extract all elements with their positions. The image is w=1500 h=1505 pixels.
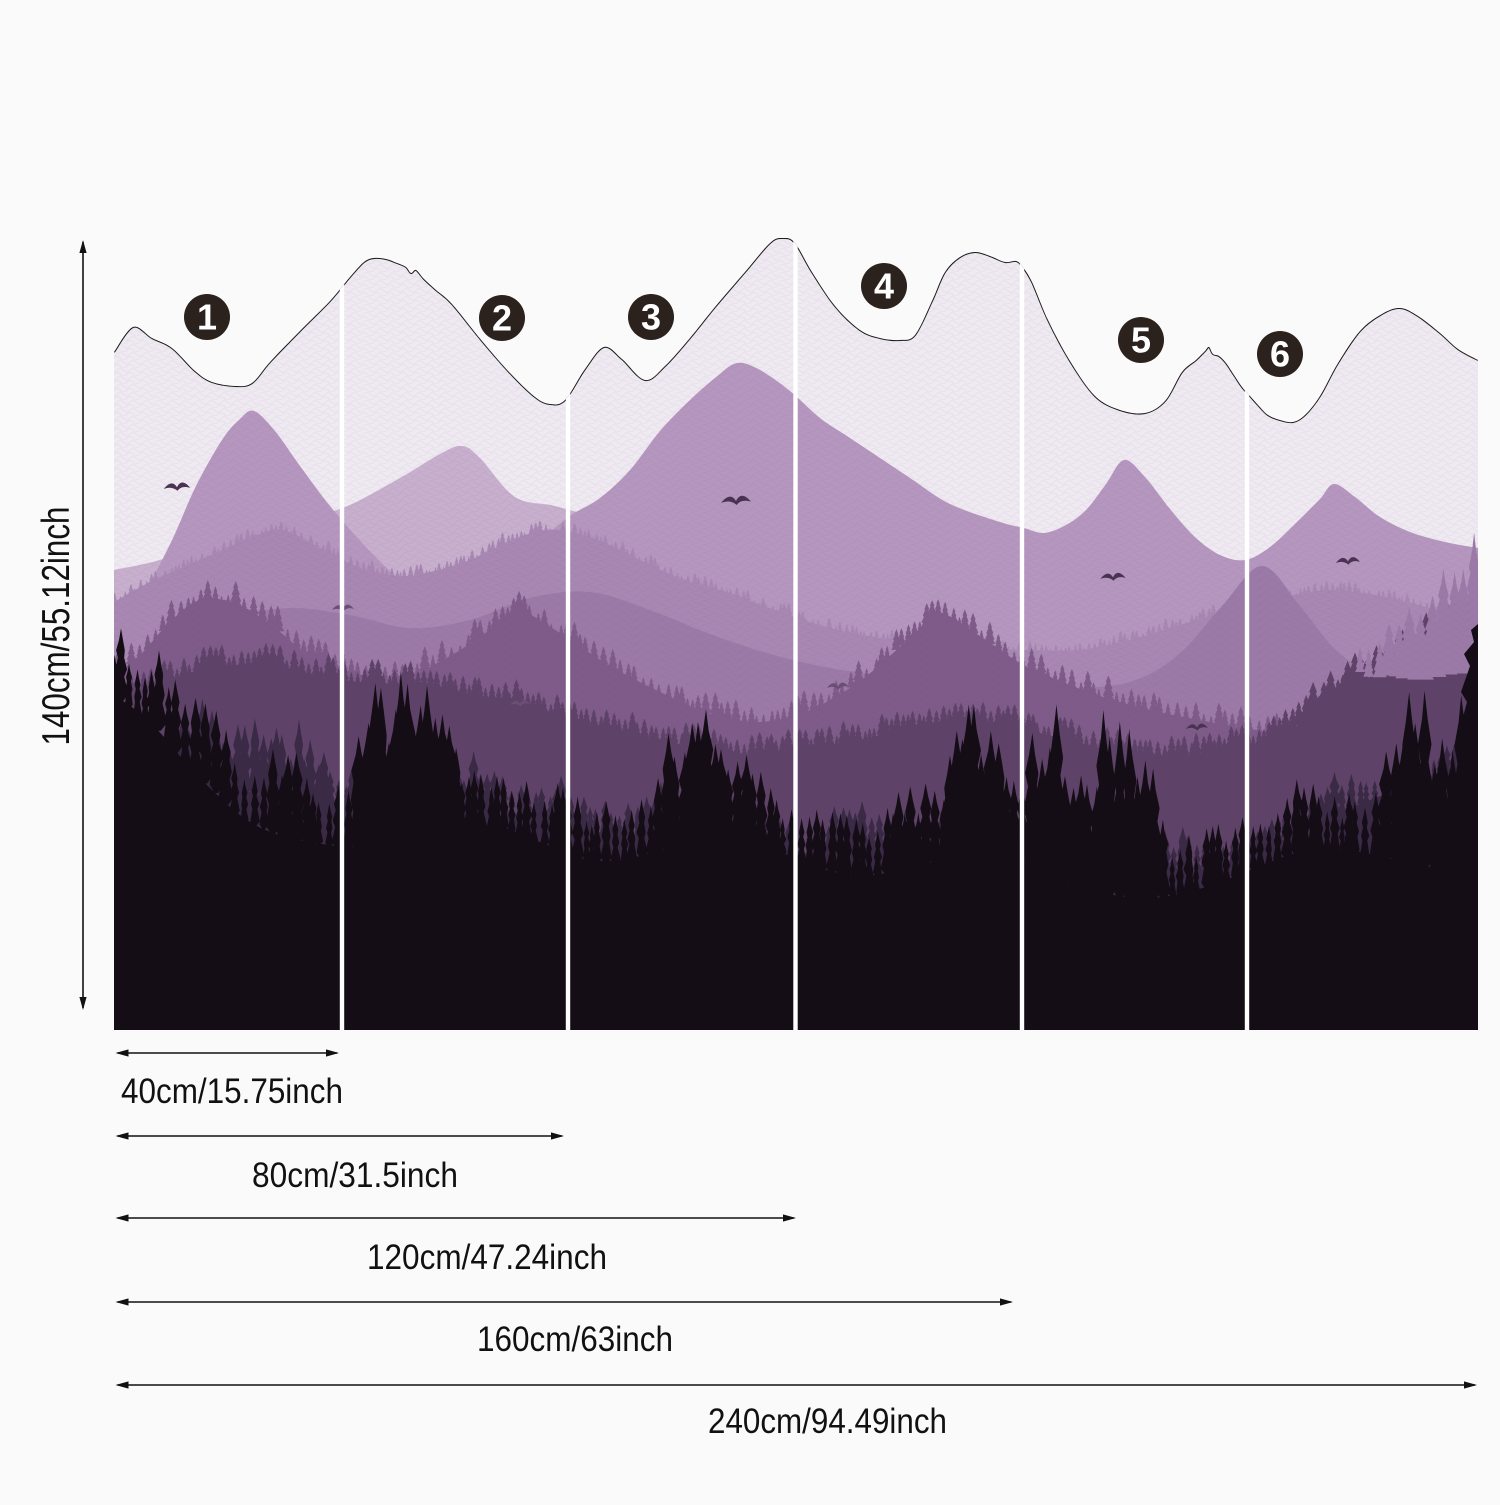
svg-text:5: 5: [1131, 320, 1151, 361]
svg-text:40cm/15.75inch: 40cm/15.75inch: [121, 1072, 343, 1111]
svg-text:120cm/47.24inch: 120cm/47.24inch: [367, 1238, 607, 1277]
svg-text:240cm/94.49inch: 240cm/94.49inch: [708, 1402, 947, 1441]
svg-text:2: 2: [492, 298, 512, 339]
svg-text:4: 4: [874, 266, 894, 307]
svg-text:3: 3: [641, 297, 661, 338]
svg-text:80cm/31.5inch: 80cm/31.5inch: [252, 1156, 458, 1195]
svg-text:140cm/55.12inch: 140cm/55.12inch: [35, 507, 78, 746]
svg-text:6: 6: [1270, 334, 1290, 375]
svg-text:160cm/63inch: 160cm/63inch: [477, 1320, 673, 1359]
svg-text:1: 1: [197, 297, 217, 338]
